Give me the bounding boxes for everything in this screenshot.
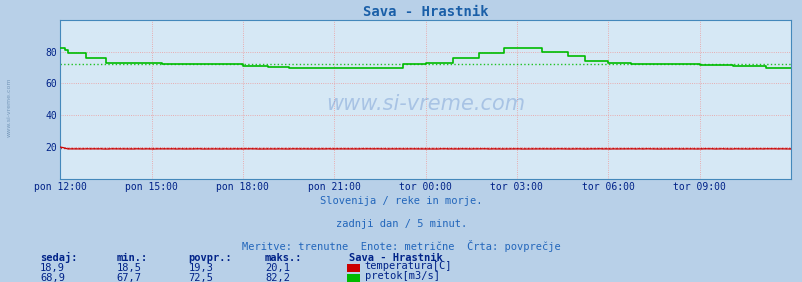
Text: 68,9: 68,9 bbox=[40, 273, 65, 282]
Text: min.:: min.: bbox=[116, 253, 148, 263]
Text: sedaj:: sedaj: bbox=[40, 252, 78, 263]
Text: temperatura[C]: temperatura[C] bbox=[364, 261, 452, 271]
Text: 72,5: 72,5 bbox=[188, 273, 213, 282]
Text: 67,7: 67,7 bbox=[116, 273, 141, 282]
Text: 18,5: 18,5 bbox=[116, 263, 141, 273]
Text: 19,3: 19,3 bbox=[188, 263, 213, 273]
Title: Sava - Hrastnik: Sava - Hrastnik bbox=[363, 5, 488, 19]
Text: www.si-vreme.com: www.si-vreme.com bbox=[7, 78, 12, 137]
Text: 20,1: 20,1 bbox=[265, 263, 290, 273]
Text: Slovenija / reke in morje.: Slovenija / reke in morje. bbox=[320, 197, 482, 206]
Text: zadnji dan / 5 minut.: zadnji dan / 5 minut. bbox=[335, 219, 467, 229]
Text: maks.:: maks.: bbox=[265, 253, 302, 263]
Text: pretok[m3/s]: pretok[m3/s] bbox=[364, 271, 439, 281]
Text: Meritve: trenutne  Enote: metrične  Črta: povprečje: Meritve: trenutne Enote: metrične Črta: … bbox=[242, 240, 560, 252]
Text: www.si-vreme.com: www.si-vreme.com bbox=[326, 94, 525, 114]
Text: 18,9: 18,9 bbox=[40, 263, 65, 273]
Text: povpr.:: povpr.: bbox=[188, 253, 232, 263]
Text: Sava - Hrastnik: Sava - Hrastnik bbox=[349, 253, 443, 263]
Text: 82,2: 82,2 bbox=[265, 273, 290, 282]
